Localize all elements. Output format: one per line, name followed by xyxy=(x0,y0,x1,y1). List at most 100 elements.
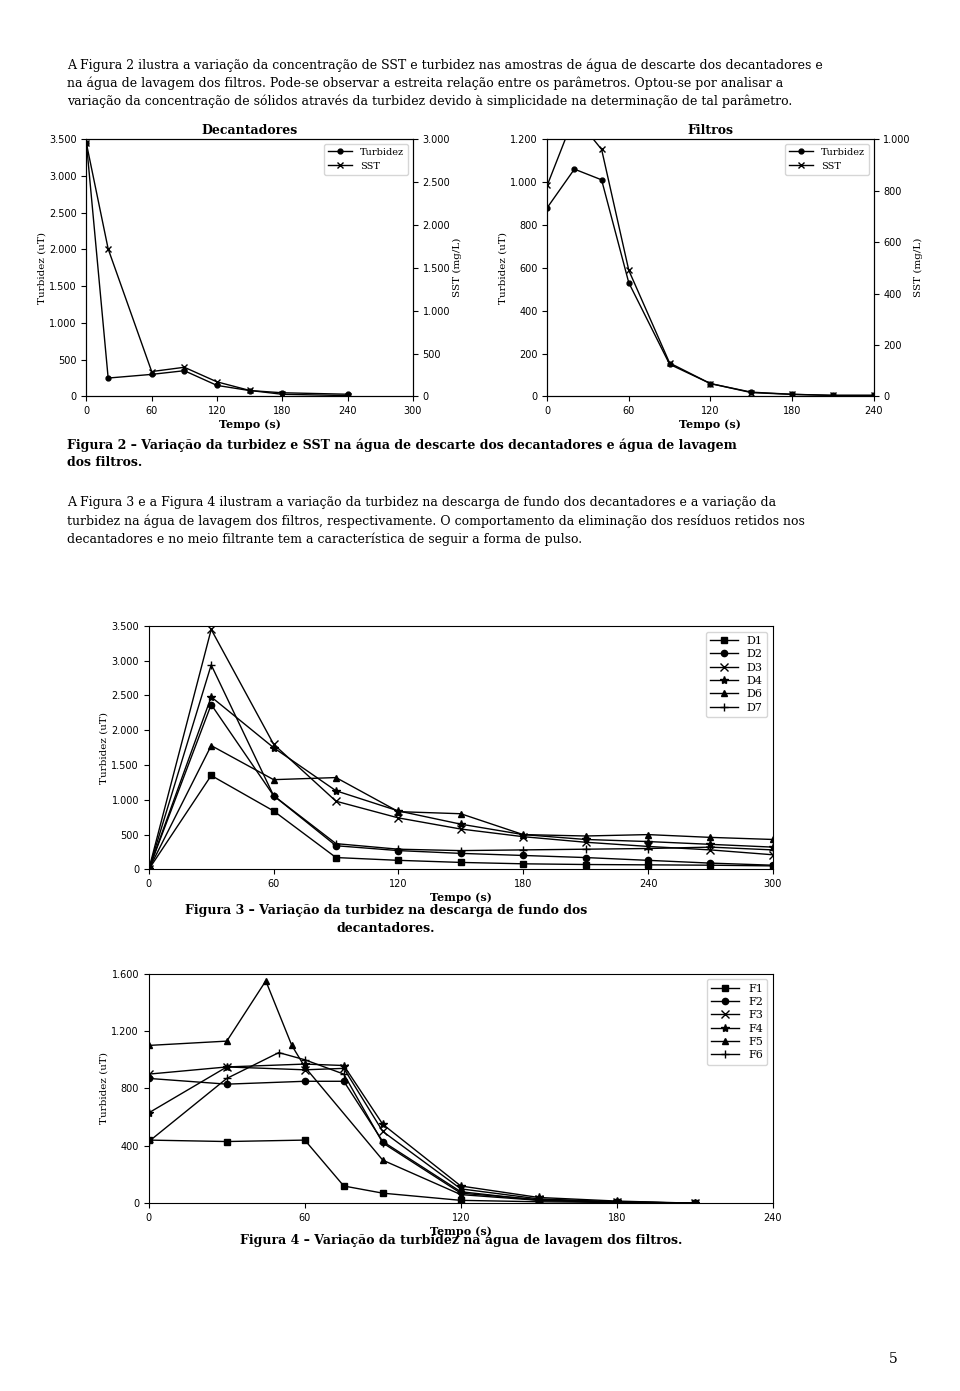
D3 xyxy=(455,821,467,837)
F4 xyxy=(611,1192,622,1209)
F1 xyxy=(221,1134,232,1150)
D3 xyxy=(642,837,654,854)
D3 xyxy=(205,620,217,637)
F6 xyxy=(533,1191,544,1207)
Text: na água de lavagem dos filtros. Pode-se observar a estreita relação entre os par: na água de lavagem dos filtros. Pode-se … xyxy=(67,77,783,90)
F6 xyxy=(377,1135,389,1152)
Legend: D1, D2, D3, D4, D6, D7: D1, D2, D3, D4, D6, D7 xyxy=(706,632,767,718)
D2 xyxy=(705,854,716,871)
Y-axis label: Turbidez (uT): Turbidez (uT) xyxy=(498,232,507,303)
F1 xyxy=(611,1193,622,1210)
F4 xyxy=(533,1189,544,1206)
F5 xyxy=(221,1032,232,1049)
D2 xyxy=(143,861,155,878)
F4 xyxy=(143,1104,155,1121)
Legend: Turbidez, SST: Turbidez, SST xyxy=(324,143,408,175)
D3 xyxy=(330,793,342,810)
D1 xyxy=(268,803,279,819)
F6 xyxy=(273,1045,284,1061)
F3 xyxy=(338,1060,349,1077)
D4 xyxy=(767,839,779,855)
F2 xyxy=(300,1072,311,1089)
Y-axis label: SST (mg/L): SST (mg/L) xyxy=(453,238,462,298)
F4 xyxy=(377,1116,389,1132)
D7 xyxy=(205,657,217,673)
D1 xyxy=(393,851,404,868)
D7 xyxy=(268,787,279,804)
Line: D3: D3 xyxy=(145,626,777,874)
D4 xyxy=(330,782,342,798)
D7 xyxy=(517,842,529,858)
F5 xyxy=(455,1187,467,1203)
F6 xyxy=(611,1193,622,1210)
F2 xyxy=(455,1184,467,1200)
F6 xyxy=(221,1070,232,1086)
F3 xyxy=(221,1059,232,1075)
Line: F5: F5 xyxy=(146,978,620,1206)
D1 xyxy=(517,855,529,872)
Y-axis label: Turbidez (uT): Turbidez (uT) xyxy=(100,712,108,783)
D7 xyxy=(580,840,591,857)
F2 xyxy=(143,1070,155,1086)
F5 xyxy=(611,1193,622,1210)
D6 xyxy=(455,805,467,822)
Y-axis label: Turbidez (uT): Turbidez (uT) xyxy=(37,232,46,303)
Text: Figura 4 – Variação da turbidez na água de lavagem dos filtros.: Figura 4 – Variação da turbidez na água … xyxy=(240,1234,682,1248)
Legend: F1, F2, F3, F4, F5, F6: F1, F2, F3, F4, F5, F6 xyxy=(707,979,767,1066)
F6 xyxy=(689,1195,701,1212)
D1 xyxy=(205,766,217,783)
D3 xyxy=(705,842,716,858)
F4 xyxy=(689,1195,701,1212)
X-axis label: Tempo (s): Tempo (s) xyxy=(430,1225,492,1237)
D1 xyxy=(455,854,467,871)
D7 xyxy=(330,835,342,851)
D6 xyxy=(517,826,529,843)
F2 xyxy=(689,1195,701,1212)
Text: A Figura 2 ilustra a variação da concentração de SST e turbidez nas amostras de : A Figura 2 ilustra a variação da concent… xyxy=(67,58,823,72)
F5 xyxy=(377,1152,389,1168)
F6 xyxy=(455,1185,467,1202)
Line: F2: F2 xyxy=(146,1075,698,1206)
D2 xyxy=(517,847,529,864)
F3 xyxy=(377,1123,389,1139)
D1 xyxy=(330,849,342,865)
F1 xyxy=(377,1185,389,1202)
D2 xyxy=(767,857,779,874)
D2 xyxy=(642,851,654,868)
F5 xyxy=(300,1059,311,1075)
D6 xyxy=(580,828,591,844)
F1 xyxy=(533,1193,544,1210)
D6 xyxy=(705,829,716,846)
D6 xyxy=(205,737,217,754)
D4 xyxy=(580,830,591,847)
D2 xyxy=(205,696,217,712)
D3 xyxy=(268,736,279,753)
F1 xyxy=(338,1178,349,1195)
F1 xyxy=(689,1195,701,1212)
F1 xyxy=(143,1132,155,1149)
D1 xyxy=(143,861,155,878)
Title: Decantadores: Decantadores xyxy=(202,124,298,136)
D1 xyxy=(580,855,591,874)
D7 xyxy=(143,861,155,878)
D3 xyxy=(767,846,779,862)
D6 xyxy=(330,769,342,786)
F5 xyxy=(533,1192,544,1209)
F6 xyxy=(338,1066,349,1082)
F3 xyxy=(533,1191,544,1207)
D3 xyxy=(517,828,529,844)
Text: 5: 5 xyxy=(888,1352,898,1366)
F4 xyxy=(221,1059,232,1075)
F5 xyxy=(143,1038,155,1054)
Text: dos filtros.: dos filtros. xyxy=(67,456,142,469)
F1 xyxy=(300,1132,311,1149)
F2 xyxy=(221,1075,232,1092)
D2 xyxy=(330,837,342,854)
Text: A Figura 3 e a Figura 4 ilustram a variação da turbidez na descarga de fundo dos: A Figura 3 e a Figura 4 ilustram a varia… xyxy=(67,497,777,509)
Line: F6: F6 xyxy=(145,1049,699,1207)
Text: variação da concentração de sólidos através da turbidez devido à simplicidade na: variação da concentração de sólidos atra… xyxy=(67,95,792,108)
D3 xyxy=(580,833,591,850)
F1 xyxy=(455,1192,467,1209)
F3 xyxy=(143,1066,155,1082)
X-axis label: Tempo (s): Tempo (s) xyxy=(430,892,492,903)
